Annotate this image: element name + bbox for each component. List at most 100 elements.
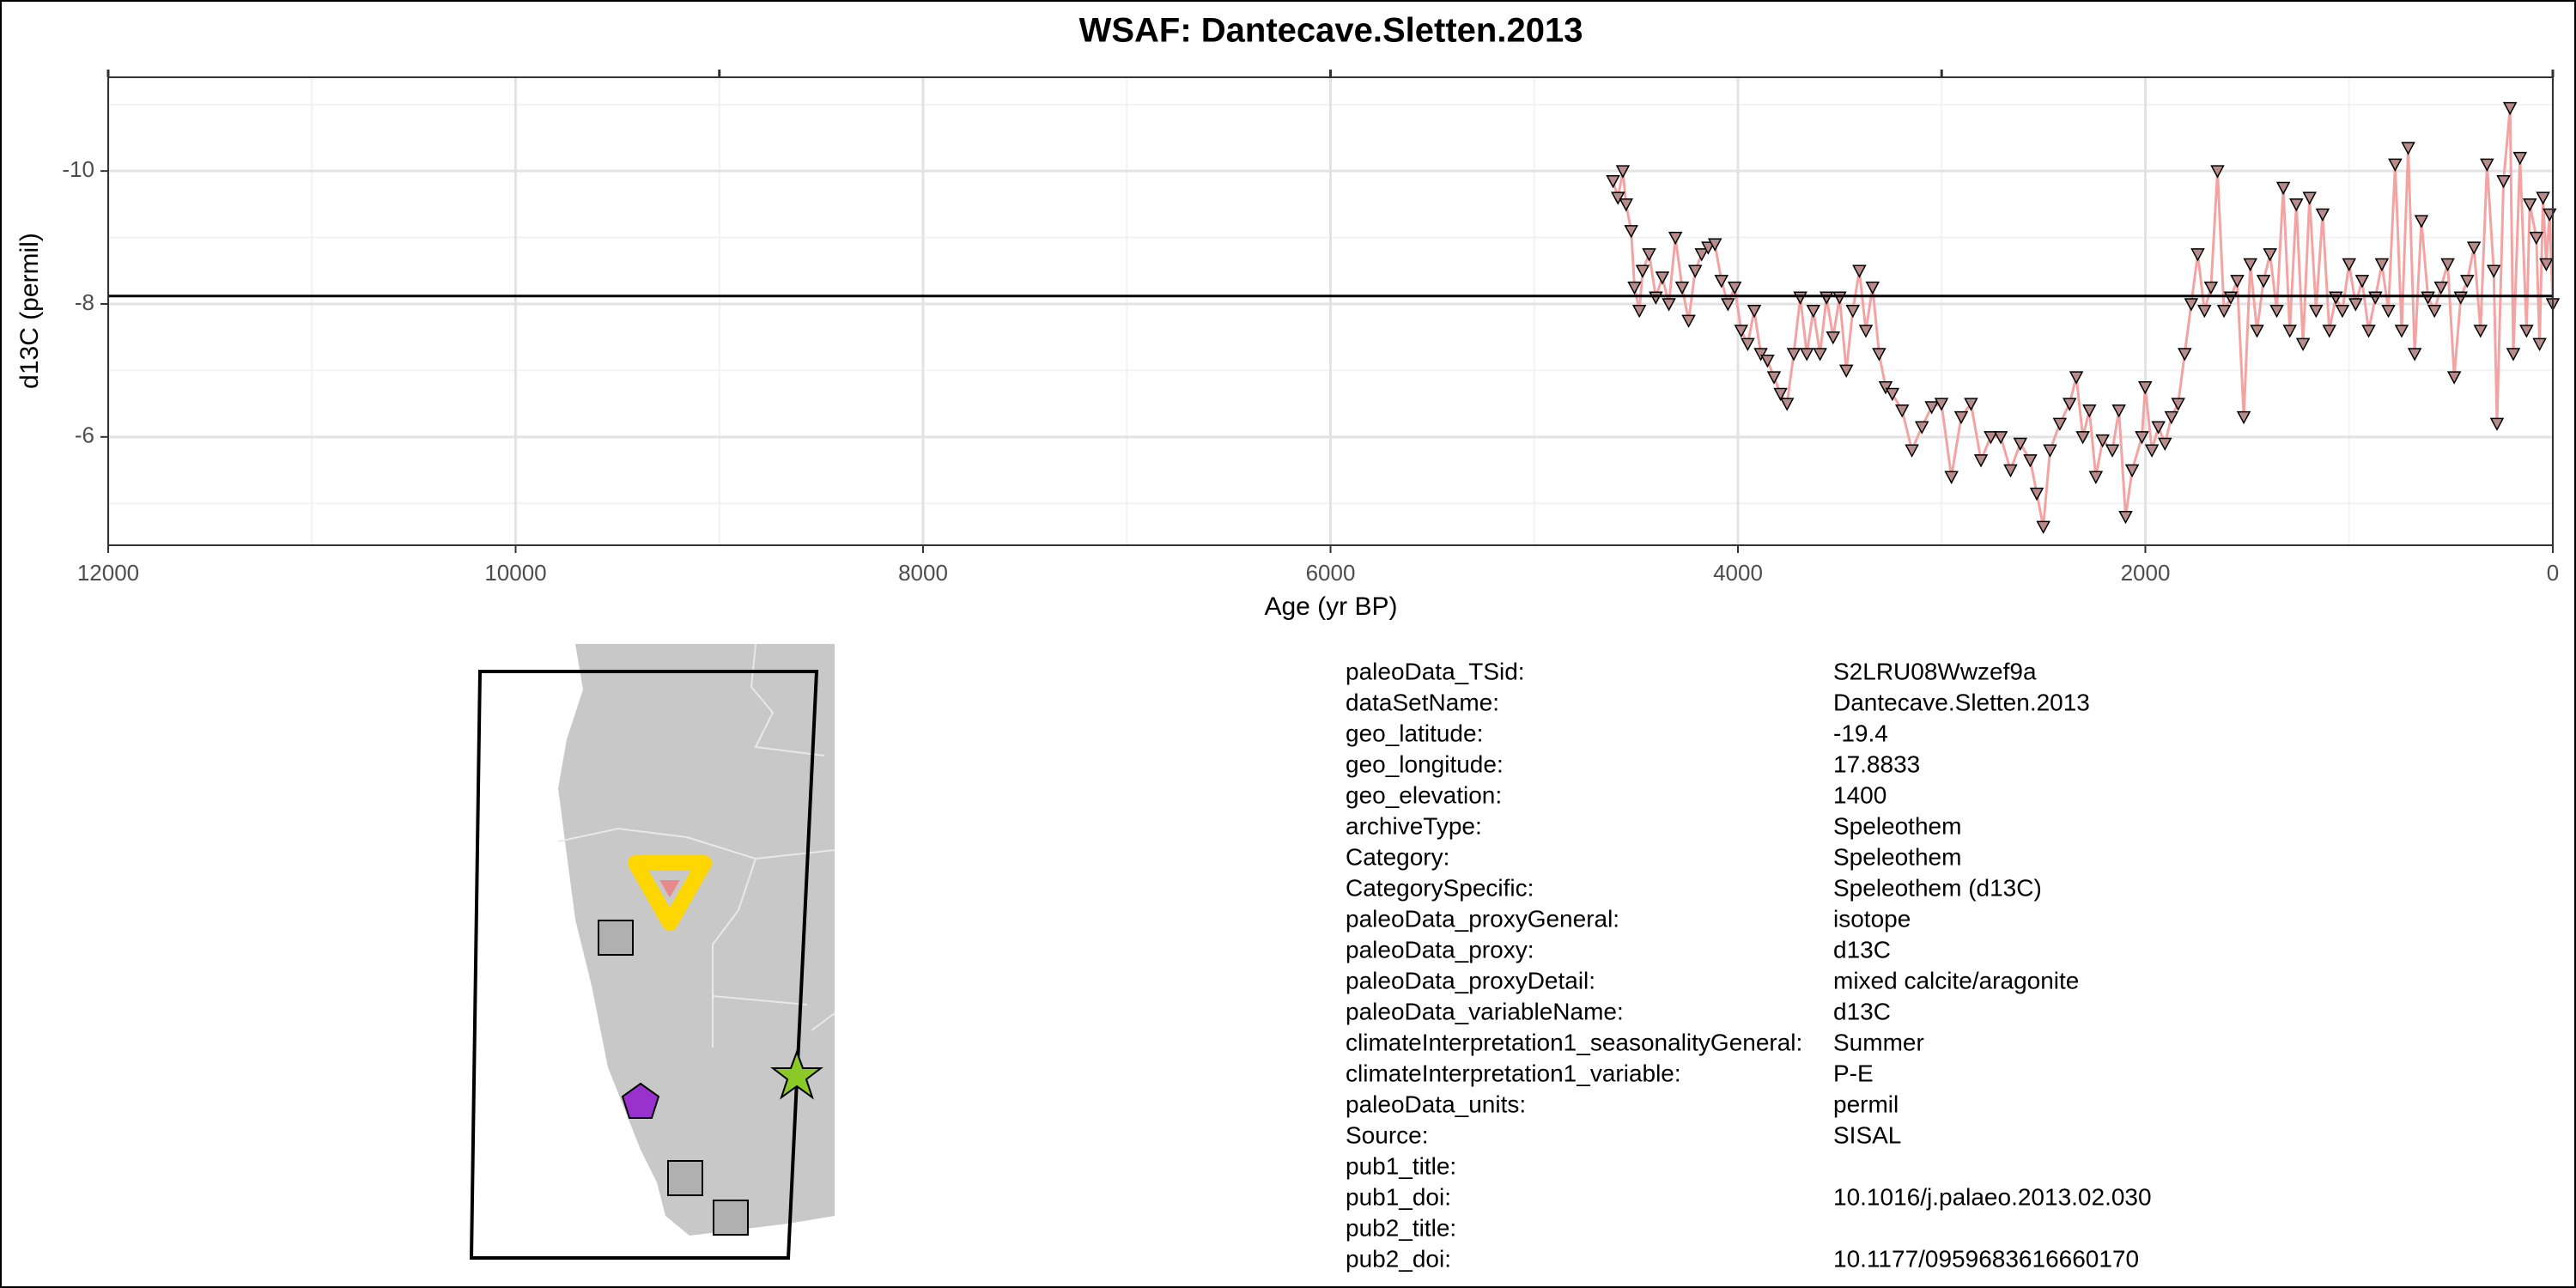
data-point xyxy=(2013,437,2028,452)
data-point xyxy=(1806,304,1821,319)
data-point xyxy=(1813,348,1827,361)
data-point xyxy=(2095,434,2110,448)
data-point xyxy=(1727,281,1742,295)
data-point xyxy=(1905,444,1919,458)
data-point xyxy=(2275,181,2291,196)
meta-value: isotope xyxy=(1833,905,1911,932)
meta-value: mixed calcite/aragonite xyxy=(1833,967,2079,993)
data-point xyxy=(1894,404,1910,418)
meta-value: -19.4 xyxy=(1833,720,1888,746)
meta-key: geo_latitude: xyxy=(1346,720,1483,746)
data-point xyxy=(1964,398,1978,411)
x-tick-label: 0 xyxy=(2547,560,2559,586)
data-point xyxy=(2203,281,2219,295)
data-point xyxy=(2250,325,2264,338)
meta-key: geo_elevation: xyxy=(1346,781,1502,808)
meta-value: Dantecave.Sletten.2013 xyxy=(1833,689,2090,715)
data-point xyxy=(1687,264,1703,278)
data-point xyxy=(2502,101,2518,116)
data-point xyxy=(1885,387,1900,402)
data-point xyxy=(2144,444,2160,458)
borders xyxy=(557,643,835,1048)
y-axis-label: d13C (permil) xyxy=(15,233,44,389)
data-point xyxy=(2282,325,2297,338)
data-point xyxy=(1973,454,1989,468)
data-point xyxy=(2105,444,2120,458)
data-point xyxy=(2414,215,2429,228)
data-point xyxy=(2539,258,2554,272)
data-point xyxy=(2522,198,2537,212)
data-point xyxy=(1872,348,1886,361)
data-point xyxy=(2427,304,2442,319)
data-point xyxy=(1674,281,1690,295)
data-point xyxy=(2164,410,2179,425)
data-point xyxy=(1642,248,1656,262)
meta-value: Speleothem xyxy=(1833,812,1961,839)
data-point xyxy=(1721,298,1735,312)
data-point xyxy=(2532,337,2547,352)
meta-key: CategorySpecific: xyxy=(1346,874,1534,901)
data-point xyxy=(2496,175,2511,189)
data-point xyxy=(2236,410,2251,425)
data-point xyxy=(2388,158,2403,172)
meta-key: geo_longitude: xyxy=(1346,750,1504,777)
data-point xyxy=(2374,258,2390,272)
meta-value: Summer xyxy=(1833,1029,1924,1055)
data-point xyxy=(2210,165,2225,179)
data-point xyxy=(2178,348,2192,361)
y-tick-label: -6 xyxy=(75,422,94,448)
data-point xyxy=(2263,248,2277,262)
meta-key: paleoData_units: xyxy=(1346,1091,1526,1117)
data-point xyxy=(1944,471,1959,484)
chart-title: WSAF: Dantecave.Sletten.2013 xyxy=(1079,12,1583,50)
data-point xyxy=(2322,325,2336,338)
data-point xyxy=(1681,314,1696,328)
meta-value: SISAL xyxy=(1833,1121,1901,1148)
data-point xyxy=(2529,231,2544,246)
meta-key: dataSetName: xyxy=(1346,689,1499,715)
meta-key: climateInterpretation1_seasonalityGenera… xyxy=(1346,1029,1802,1055)
site-map xyxy=(469,643,835,1260)
data-point xyxy=(2489,417,2505,431)
data-point xyxy=(1953,410,1969,425)
data-point xyxy=(2394,325,2409,338)
meta-key: pub1_doi: xyxy=(1346,1183,1451,1210)
data-point xyxy=(2315,208,2330,222)
data-point xyxy=(2519,325,2534,338)
meta-value: P-E xyxy=(1833,1060,1874,1086)
data-point xyxy=(2536,191,2550,205)
data-point xyxy=(1714,275,1729,289)
data-point xyxy=(1615,165,1631,179)
nearby-site xyxy=(598,920,634,956)
data-point xyxy=(2480,158,2494,172)
meta-key: paleoData_TSid: xyxy=(1346,658,1525,684)
meta-value: 17.8833 xyxy=(1833,750,1920,777)
meta-key: pub2_doi: xyxy=(1346,1245,1451,1272)
data-point xyxy=(2171,398,2185,411)
meta-key: Source: xyxy=(1346,1121,1429,1148)
meta-value: 10.1016/j.palaeo.2013.02.030 xyxy=(1833,1183,2152,1210)
data-point xyxy=(2023,454,2038,468)
meta-value: permil xyxy=(1833,1091,1899,1117)
data-point xyxy=(1631,304,1647,319)
data-point xyxy=(2138,381,2153,395)
data-point xyxy=(1624,225,1638,239)
site-marker-inner xyxy=(659,880,680,897)
data-point xyxy=(2269,304,2284,319)
meta-key: pub1_title: xyxy=(1346,1152,1456,1179)
data-point xyxy=(1779,398,1795,411)
axes: 12000 10000 8000 6000 4000 2000 0 -10 -8 -6 xyxy=(62,70,2559,586)
meta-key: pub2_title: xyxy=(1346,1214,1456,1241)
data-point xyxy=(2118,510,2133,525)
data-point xyxy=(2433,281,2449,295)
x-tick-label: 2000 xyxy=(2121,560,2171,586)
meta-key: climateInterpretation1_variable: xyxy=(1346,1060,1681,1086)
meta-key: paleoData_proxyDetail: xyxy=(1346,967,1595,993)
data-point xyxy=(1668,231,1683,246)
data-point xyxy=(2230,275,2245,289)
data-point xyxy=(1799,348,1814,361)
data-point xyxy=(2184,298,2199,312)
data-point xyxy=(1747,304,1762,319)
